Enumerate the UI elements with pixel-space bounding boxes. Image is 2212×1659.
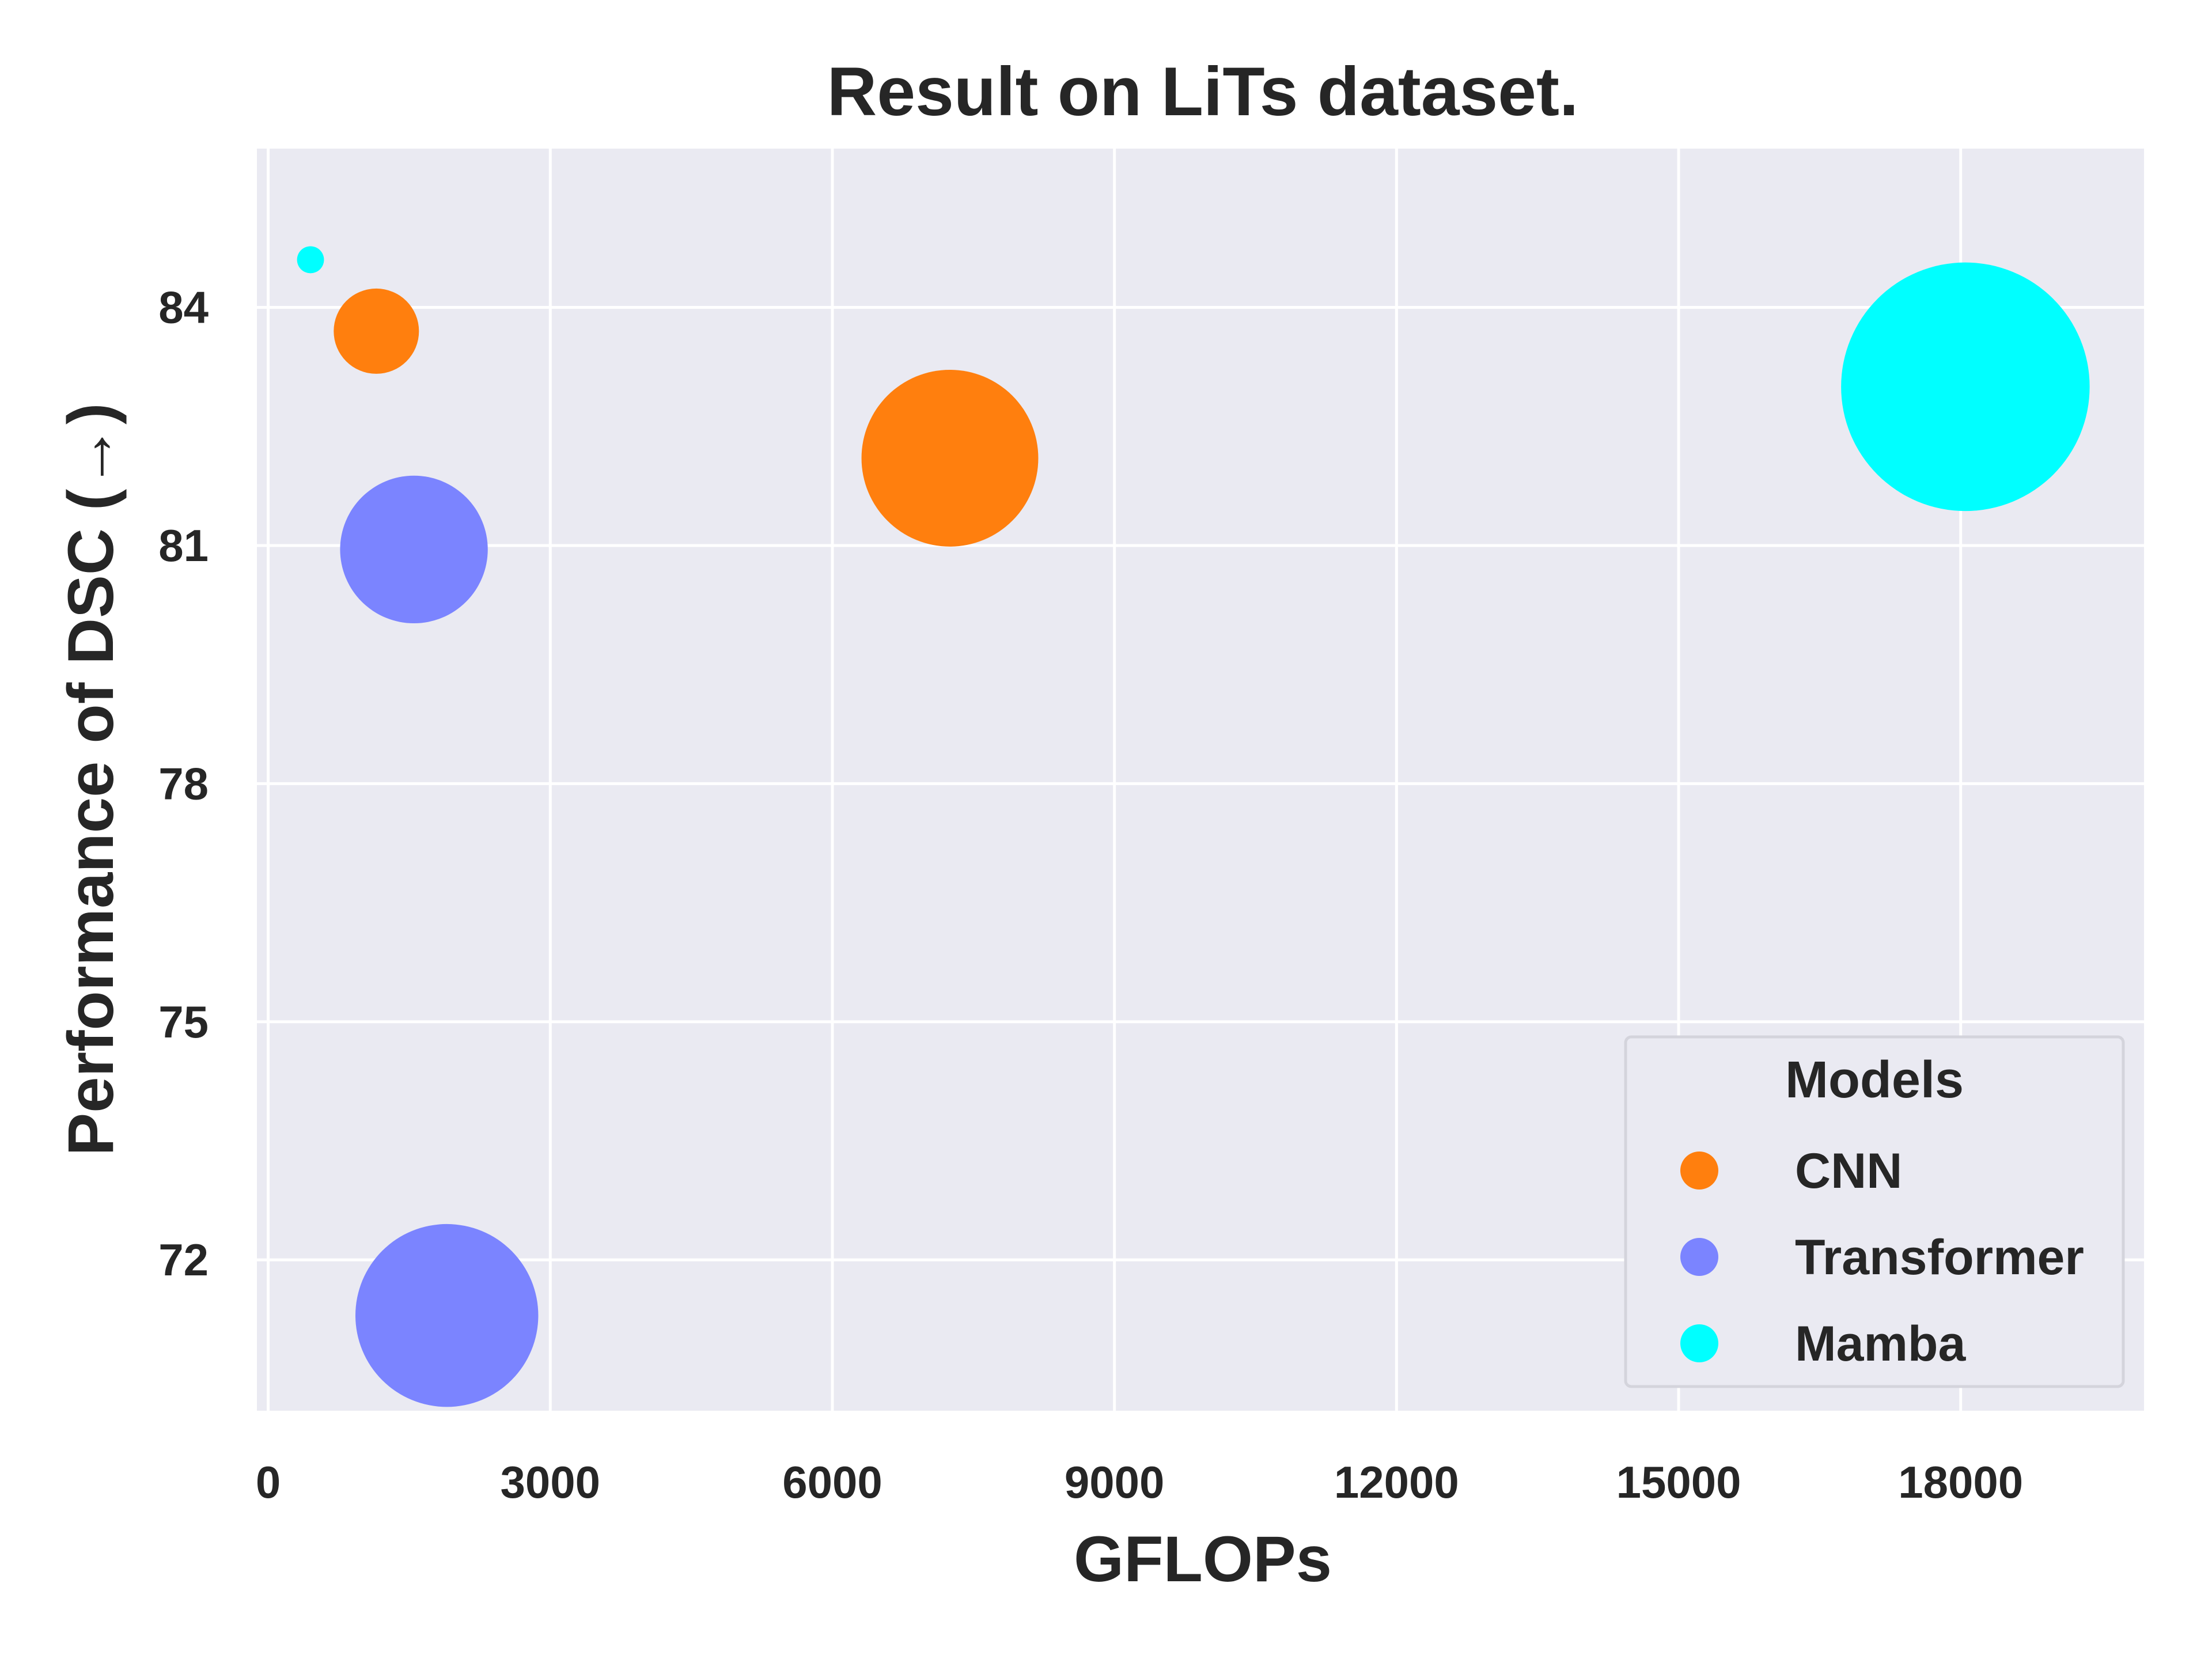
legend-label-cnn: CNN (1795, 1143, 1902, 1199)
x-axis-label: GFLOPs (1074, 1523, 1332, 1595)
y-tick-label: 75 (158, 997, 209, 1047)
legend-label-mamba: Mamba (1795, 1316, 1966, 1372)
x-ticks: 0 3000 6000 9000 12000 15000 18000 (256, 1457, 2023, 1508)
legend: Models CNN Transformer Mamba (1624, 1035, 2125, 1388)
x-tick-label: 12000 (1334, 1457, 1459, 1508)
x-tick-label: 15000 (1616, 1457, 1741, 1508)
bubble-cnn (334, 288, 419, 374)
legend-marker-cnn (1680, 1152, 1718, 1190)
bubbles (297, 246, 2090, 1407)
x-tick-label: 3000 (501, 1457, 601, 1508)
bubble-cnn (861, 369, 1039, 547)
x-tick-label: 6000 (782, 1457, 882, 1508)
legend-marker-mamba (1680, 1324, 1718, 1362)
bubble-transformer (340, 475, 488, 624)
y-tick-label: 78 (158, 758, 209, 809)
x-tick-label: 18000 (1898, 1457, 2023, 1508)
bubble-transformer (355, 1224, 539, 1407)
y-tick-label: 84 (158, 282, 209, 333)
y-ticks: 72 75 78 81 84 (158, 282, 209, 1286)
chart-title: Result on LiTs dataset. (827, 53, 1579, 130)
legend-title: Models (1785, 1051, 1964, 1109)
x-tick-label: 9000 (1065, 1457, 1165, 1508)
y-tick-label: 81 (158, 520, 209, 571)
legend-items: CNN Transformer Mamba (1680, 1143, 2084, 1372)
legend-box (1624, 1035, 2125, 1388)
legend-marker-transformer (1680, 1238, 1718, 1276)
y-axis-label: Performance of DSC (→) (55, 403, 127, 1156)
x-tick-label: 0 (256, 1457, 281, 1508)
bubble-mamba (297, 246, 324, 274)
y-tick-label: 72 (158, 1234, 209, 1285)
legend-label-transformer: Transformer (1795, 1230, 2084, 1285)
bubble-mamba (1841, 262, 2090, 512)
